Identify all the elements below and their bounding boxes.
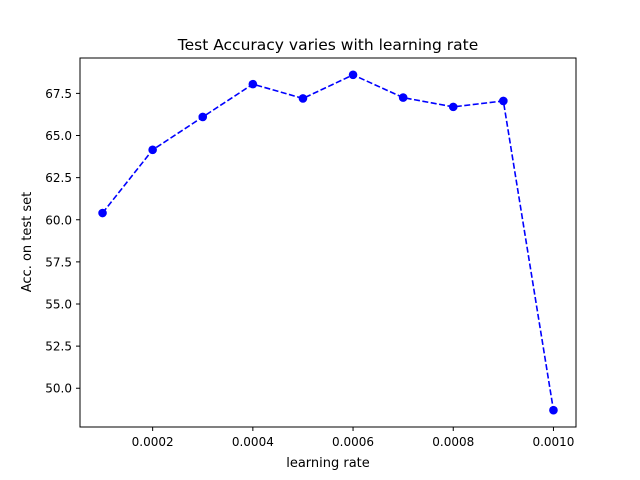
y-tick-label: 62.5 <box>45 171 72 185</box>
y-tick-label: 50.0 <box>45 382 72 396</box>
data-point <box>148 145 157 155</box>
y-tick-label: 67.5 <box>45 87 72 101</box>
data-point <box>98 208 107 218</box>
data-point <box>298 94 308 103</box>
y-tick-label: 65.0 <box>45 129 72 143</box>
data-point <box>499 96 508 106</box>
x-tick-label: 0.0008 <box>432 435 474 449</box>
y-tick-label: 52.5 <box>45 340 72 354</box>
data-point <box>248 79 258 89</box>
x-axis: 0.0002 0.0004 0.0006 0.0008 0.0010 <box>132 427 574 449</box>
data-point <box>198 112 208 122</box>
x-tick-label: 0.0004 <box>232 435 274 449</box>
y-axis: 50.0 52.5 55.0 57.5 60.0 62.5 65.0 67.5 <box>45 87 80 396</box>
chart-title: Test Accuracy varies with learning rate <box>177 36 479 54</box>
x-axis-label: learning rate <box>286 456 370 471</box>
y-axis-label: Acc. on test set <box>20 192 35 293</box>
y-tick-label: 60.0 <box>45 213 72 227</box>
series-line <box>101 73 555 411</box>
data-point <box>348 70 358 80</box>
data-point <box>549 405 558 415</box>
x-tick-label: 0.0002 <box>132 435 174 449</box>
x-tick-label: 0.0010 <box>532 435 574 449</box>
y-tick-label: 57.5 <box>45 255 72 269</box>
series-layer <box>98 70 558 415</box>
data-point <box>398 93 408 102</box>
y-tick-label: 55.0 <box>45 298 72 312</box>
data-point <box>448 102 458 112</box>
plot-frame <box>79 57 577 428</box>
x-tick-label: 0.0006 <box>332 435 374 449</box>
